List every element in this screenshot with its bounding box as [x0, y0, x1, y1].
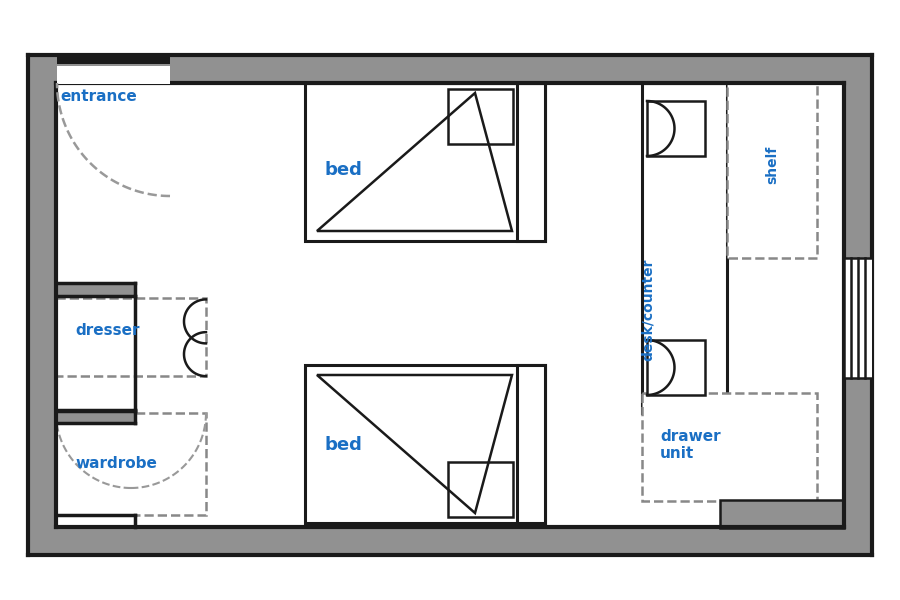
Bar — [448, 462, 513, 517]
Bar — [642, 393, 817, 501]
Bar — [28, 527, 872, 555]
Text: drawer
unit: drawer unit — [660, 429, 721, 461]
Bar — [647, 101, 705, 156]
Bar — [720, 500, 844, 528]
Bar — [56, 298, 206, 376]
Bar — [56, 83, 844, 527]
Bar — [305, 83, 545, 241]
Text: bed: bed — [325, 436, 363, 454]
Bar — [517, 83, 545, 241]
Bar — [28, 55, 872, 83]
Bar — [57, 55, 170, 65]
Text: wardrobe: wardrobe — [75, 456, 157, 471]
Text: shelf: shelf — [765, 146, 779, 184]
Bar — [642, 83, 727, 413]
Bar — [57, 64, 170, 66]
Bar — [727, 83, 817, 258]
Bar — [57, 80, 170, 84]
Bar — [56, 283, 135, 297]
Bar — [844, 55, 872, 555]
Bar — [517, 365, 545, 523]
Text: bed: bed — [325, 161, 363, 179]
Bar — [844, 258, 872, 378]
Bar — [448, 89, 513, 144]
Bar — [647, 340, 705, 395]
Text: dresser: dresser — [75, 323, 140, 338]
Text: desk/counter: desk/counter — [641, 259, 655, 361]
Text: entrance: entrance — [60, 89, 137, 104]
Bar — [305, 365, 545, 523]
Bar — [57, 55, 170, 84]
Bar — [28, 55, 56, 555]
Bar — [56, 413, 206, 515]
Bar — [56, 410, 135, 424]
